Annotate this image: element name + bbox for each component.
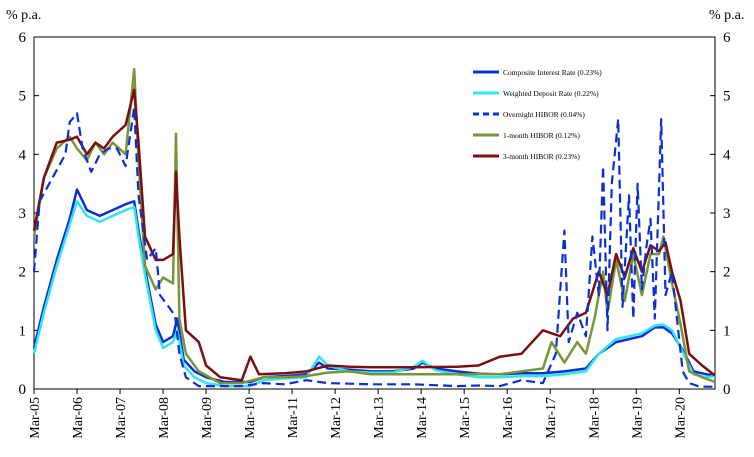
x-tick-label: Mar-09 [200,397,215,439]
x-tick-label: Mar-15 [458,397,473,439]
y-tick-label-right: 0 [723,382,731,398]
y-axis-right: 0 1 2 3 4 5 6 [710,30,731,398]
x-tick-label: Mar-17 [544,397,559,439]
y-tick-label-right: 1 [723,323,731,339]
series-lines [32,68,716,388]
series-line-3 [32,106,715,388]
y-tick-label-left: 2 [19,265,27,281]
x-tick-label: Mar-10 [243,397,258,439]
legend: Composite Interest Rate (0.23%) Weighted … [473,68,602,161]
y-tick-label-left: 1 [19,323,27,339]
x-tick-label: Mar-05 [28,397,43,439]
y-tick-label-right: 5 [723,89,731,105]
legend-label-3: Overnight HIBOR (0.04%) [503,110,585,119]
series-line-2 [32,200,716,388]
x-tick-label: Mar-20 [673,397,688,439]
y-tick-label-right: 3 [723,206,731,222]
series-line-4 [32,68,716,385]
x-tick-label: Mar-12 [329,397,344,439]
y-tick-label-right: 6 [723,30,731,46]
legend-label-2: Weighted Deposit Rate (0.22%) [503,89,599,98]
x-tick-label: Mar-14 [415,397,430,439]
x-tick-label: Mar-16 [501,397,516,439]
x-tick-label: Mar-08 [157,397,172,439]
y-tick-label-right: 2 [723,265,731,281]
legend-label-1: Composite Interest Rate (0.23%) [503,68,602,77]
legend-label-4: 1-month HIBOR (0.12%) [503,131,580,140]
y-axis-label-right: % p.a. [709,8,744,23]
x-tick-label: Mar-13 [372,397,387,439]
y-tick-label-left: 3 [19,206,27,222]
y-tick-label-left: 6 [19,30,27,46]
x-tick-label: Mar-11 [286,397,301,438]
x-tick-label: Mar-18 [587,397,602,439]
x-tick-label: Mar-19 [630,397,645,439]
y-tick-label-left: 5 [19,89,27,105]
y-tick-label-left: 0 [19,382,27,398]
x-tick-label: Mar-06 [71,397,86,439]
y-tick-label-right: 4 [723,147,731,163]
y-tick-label-left: 4 [19,147,27,163]
y-axis-left: 0 1 2 3 4 5 6 [19,30,39,398]
x-axis: Mar-05 Mar-06 Mar-07 Mar-08 Mar-09 Mar-10 Mar-… [28,389,688,439]
x-tick-label: Mar-07 [114,397,129,439]
legend-label-5: 3-month HIBOR (0.23%) [503,152,580,161]
y-axis-label-left: % p.a. [6,8,41,23]
